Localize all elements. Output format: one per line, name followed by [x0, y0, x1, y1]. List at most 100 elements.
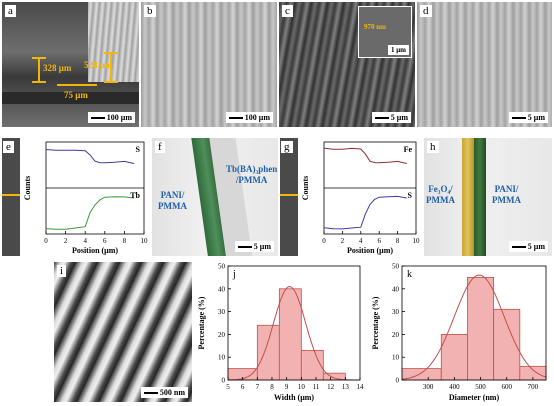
- y-tick-label: 0: [396, 377, 400, 385]
- scale-bar-text: 5 μm: [527, 242, 545, 251]
- panel-c-sem: c 970 nm 1 μm 5 μm: [279, 2, 415, 127]
- x-tick-label: 700: [528, 383, 539, 391]
- inset-dim-label: 970 nm: [364, 23, 386, 31]
- panel-d-sem: d 5 μm: [417, 2, 552, 127]
- scale-bar-line: [374, 117, 389, 120]
- x-tick-label: 5: [226, 383, 230, 391]
- fiber-bundle: [88, 2, 139, 82]
- dim-line-left: [38, 57, 40, 83]
- label-tb-pmma: Tb(BA)₃phen /PMMA: [226, 164, 278, 185]
- dim-tick-left-bottom: [32, 81, 46, 83]
- scale-bar-f: 5 μm: [234, 241, 274, 252]
- y-tick-label: 50: [392, 263, 400, 271]
- scale-bar-a: 100 μm: [87, 112, 135, 123]
- scale-bar-line: [228, 117, 243, 120]
- profile-chart-e: 0 2 4 6 8 10 Position (μm) Counts S Tb: [23, 141, 148, 255]
- x-tick-label: 14: [357, 383, 365, 391]
- x-tick-label: 0: [44, 237, 48, 245]
- x-axis-label: Width (μm): [274, 393, 315, 402]
- x-tick-label: 0: [322, 237, 326, 245]
- series-line-tb: [45, 196, 135, 230]
- scale-bar-c: 5 μm: [371, 112, 411, 123]
- hist-bar: [278, 288, 302, 381]
- line-scan-image: [280, 138, 298, 256]
- x-tick-label: 4: [359, 237, 363, 245]
- x-axis-label: Diameter (nm): [449, 393, 500, 402]
- panel-label-c: c: [282, 5, 293, 17]
- histogram-diameter-k: 300 400 500 600 700 0 10 20 30 40 50 Diameter (nm) P…: [371, 263, 547, 402]
- y-axis-label: Percentage (%): [197, 296, 206, 349]
- x-tick-label: 6: [241, 383, 245, 391]
- x-tick-label: 2: [64, 237, 68, 245]
- x-tick-label: 13: [342, 383, 350, 391]
- y-axis-label: Counts: [301, 176, 310, 200]
- x-tick-label: 400: [449, 383, 460, 391]
- panel-label-a: a: [5, 5, 16, 17]
- dim-right-label: 528 μm: [84, 60, 113, 70]
- scale-bar-d: 5 μm: [508, 112, 548, 123]
- x-tick-label: 9: [285, 383, 289, 391]
- x-tick-label: 300: [423, 383, 434, 391]
- scale-bar-line: [237, 246, 252, 249]
- panel-label-b: b: [144, 5, 156, 17]
- label-pani-pmma: PANI/ PMMA: [492, 184, 521, 205]
- line-scan-image: [2, 138, 20, 256]
- dim-line-right: [110, 52, 112, 82]
- y-tick-label: 10: [392, 354, 400, 362]
- scale-bar-text: 100 μm: [106, 113, 132, 122]
- dim-line-bottom: [57, 84, 97, 86]
- series-label-tb: Tb: [130, 191, 140, 200]
- series-line-s: [323, 195, 407, 230]
- substrate-layer: [2, 92, 139, 104]
- scale-bar-h: 5 μm: [508, 241, 548, 252]
- dim-left-label: 328 μm: [43, 63, 72, 73]
- scale-bar-line: [511, 246, 526, 249]
- panel-label-g: g: [281, 141, 293, 153]
- fiber-green: [474, 138, 486, 256]
- panel-label-h: h: [427, 141, 439, 153]
- x-tick-label: 7: [256, 383, 260, 391]
- label-fe3o4-pmma: Fe₃O₄/ PMMA: [426, 184, 455, 205]
- dim-tick-left-top: [32, 57, 46, 59]
- x-axis-label: Position (μm): [347, 246, 393, 255]
- y-tick-label: 50: [218, 263, 226, 271]
- panel-i-sem: i 500 nm: [54, 262, 192, 402]
- scale-bar-text: 5 μm: [527, 113, 545, 122]
- y-tick-label: 20: [218, 331, 226, 339]
- fiber-yellow: [462, 138, 474, 256]
- x-tick-label: 500: [475, 383, 486, 391]
- label-pani-pmma: PANI/ PMMA: [158, 190, 187, 211]
- panel-h-optical: h Fe₃O₄/ PMMA PANI/ PMMA 5 μm: [424, 138, 552, 256]
- scale-bar-text: 100 μm: [244, 113, 270, 122]
- series-label-s: S: [408, 191, 413, 200]
- hist-bar: [467, 276, 495, 381]
- dim-tick-right-top: [104, 52, 118, 54]
- x-tick-label: 6: [377, 237, 381, 245]
- panel-label-f: f: [155, 141, 165, 153]
- scale-bar-line: [511, 117, 526, 120]
- x-tick-label: 2: [341, 237, 345, 245]
- gaussian-fit-line: [228, 286, 360, 381]
- inset-scale-bar: 1 μm: [387, 45, 409, 55]
- y-tick-label: 40: [392, 285, 400, 293]
- series-label-fe: Fe: [404, 145, 413, 154]
- dim-tick-right-bottom: [104, 81, 118, 83]
- panel-label-k: k: [407, 269, 412, 280]
- panel-label-e: e: [3, 141, 14, 153]
- scan-line: [2, 194, 20, 196]
- x-tick-label: 10: [298, 383, 306, 391]
- y-tick-label: 0: [222, 377, 226, 385]
- x-axis-label: Position (μm): [72, 246, 118, 255]
- panel-a-sem: a 328 μm 528 μm 75 μm 100 μm: [2, 2, 139, 127]
- scan-line: [280, 194, 298, 196]
- series-line-fe: [323, 147, 407, 164]
- dim-bottom-label: 75 μm: [64, 90, 88, 100]
- series-label-s: S: [136, 145, 141, 154]
- panel-f-optical: f PANI/ PMMA Tb(BA)₃phen /PMMA 5 μm: [152, 138, 278, 256]
- panel-label-i: i: [57, 265, 67, 277]
- plot-frame: [227, 265, 361, 381]
- y-tick-label: 40: [218, 285, 226, 293]
- x-tick-label: 12: [327, 383, 335, 391]
- hist-bar: [440, 334, 468, 381]
- plot-frame: [401, 265, 547, 381]
